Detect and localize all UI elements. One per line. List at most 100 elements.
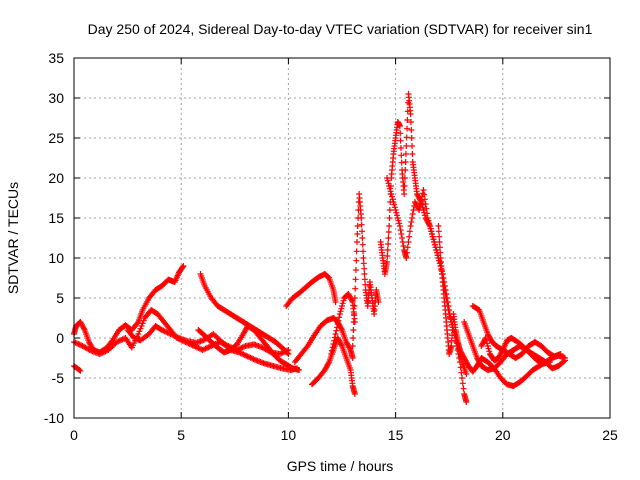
data-point <box>339 303 345 309</box>
data-point <box>401 175 408 181</box>
data-point <box>338 341 345 348</box>
data-point <box>557 351 564 357</box>
data-point <box>401 191 408 197</box>
data-point <box>386 223 393 229</box>
series-track-17 <box>478 335 553 367</box>
series-track-13 <box>384 175 470 377</box>
data-point <box>358 221 365 228</box>
data-point <box>139 320 146 327</box>
data-point <box>339 300 346 307</box>
data-point <box>354 231 361 237</box>
data-point <box>354 239 361 245</box>
data-point <box>407 223 414 229</box>
data-point <box>360 255 367 261</box>
data-point <box>180 263 187 269</box>
data-point <box>436 233 443 240</box>
series-track-11 <box>349 191 382 349</box>
y-tick-label: 5 <box>56 290 64 306</box>
data-point <box>423 205 430 212</box>
y-tick-label: -5 <box>52 370 65 386</box>
data-point <box>349 343 356 349</box>
data-point <box>459 375 466 381</box>
data-point <box>338 305 345 312</box>
data-point <box>387 188 394 195</box>
data-point <box>418 197 425 203</box>
data-point <box>384 177 391 184</box>
data-point <box>398 231 405 237</box>
data-point <box>392 207 399 213</box>
chart-title: Day 250 of 2024, Sidereal Day-to-day VTE… <box>88 21 593 37</box>
plot-frame <box>73 57 611 419</box>
data-point <box>433 247 440 253</box>
data-point <box>359 228 366 235</box>
data-point <box>337 308 344 315</box>
data-point <box>560 358 567 365</box>
data-point <box>351 391 358 397</box>
data-point <box>416 203 423 210</box>
x-tick-label: 15 <box>388 427 404 443</box>
data-point <box>457 364 464 371</box>
data-point <box>325 360 332 367</box>
data-point <box>486 348 493 355</box>
data-point <box>81 325 88 332</box>
data-point <box>137 325 144 332</box>
series-track-8 <box>291 315 356 365</box>
data-point <box>391 201 398 208</box>
grid-lines <box>74 58 610 418</box>
data-point <box>448 343 455 349</box>
data-point <box>360 260 367 267</box>
data-point <box>334 321 341 327</box>
data-point <box>386 207 393 213</box>
data-point <box>179 264 186 271</box>
data-point <box>352 267 359 273</box>
x-axis-label: GPS time / hours <box>287 458 394 474</box>
data-point <box>303 344 310 351</box>
y-axis-label: SDTVAR / TECUs <box>5 182 21 294</box>
tick-labels: 0 5 10 15 20 25 -10 -5 0 5 10 15 20 25 30 35 <box>44 50 618 443</box>
data-point <box>405 239 412 245</box>
data-point <box>406 228 413 235</box>
data-point <box>361 271 368 277</box>
data-point <box>351 303 358 309</box>
data-point <box>408 135 415 141</box>
data-point <box>431 241 438 248</box>
y-tick-label: 15 <box>48 210 64 226</box>
data-point <box>359 241 366 248</box>
data-point <box>389 196 396 203</box>
data-point <box>385 235 392 241</box>
data-point <box>332 331 339 337</box>
data-point <box>422 201 429 207</box>
data-point <box>403 255 410 261</box>
y-tick-label: 20 <box>48 170 64 186</box>
data-point <box>449 332 456 339</box>
data-point <box>76 367 83 373</box>
data-point <box>419 204 426 211</box>
data-point <box>350 335 357 341</box>
series-track-9 <box>308 335 358 397</box>
data-point <box>404 249 411 256</box>
data-point <box>436 244 443 251</box>
data-point <box>417 200 424 207</box>
y-tick-label: -10 <box>44 410 64 426</box>
data-point <box>463 399 470 405</box>
x-tick-label: 0 <box>70 427 78 443</box>
data-point <box>397 137 404 144</box>
data-point <box>416 207 423 213</box>
y-tick-label: 25 <box>48 130 64 146</box>
data-point <box>396 223 403 229</box>
data-point <box>420 187 427 193</box>
series-track-7 <box>283 271 339 309</box>
x-tick-label: 20 <box>495 427 511 443</box>
data-point <box>408 127 415 133</box>
data-point <box>340 297 347 304</box>
data-point <box>435 228 442 235</box>
data-point <box>384 253 391 259</box>
data-point <box>435 223 442 229</box>
data-point <box>350 319 357 325</box>
x-tick-label: 5 <box>177 427 185 443</box>
data-point <box>135 331 142 337</box>
data-point <box>428 228 435 235</box>
data-point <box>397 227 404 233</box>
data-point <box>332 299 339 305</box>
data-point <box>397 130 404 137</box>
